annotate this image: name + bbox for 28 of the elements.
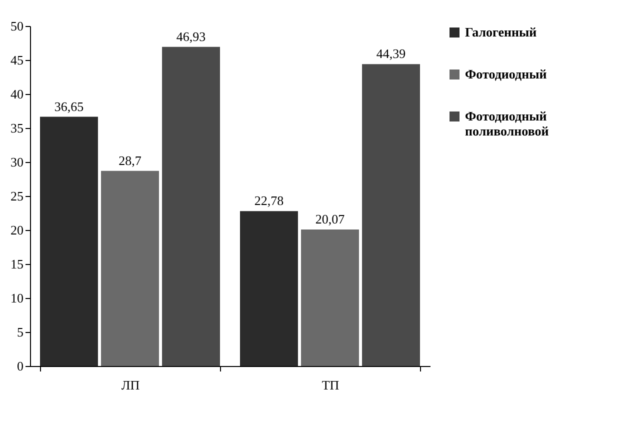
data-label: 46,93 [176, 28, 206, 44]
y-tick-label: 15 [10, 256, 24, 272]
y-tick-label: 30 [10, 154, 24, 170]
data-label: 28,7 [118, 152, 142, 168]
data-label: 22,78 [254, 193, 284, 208]
bar [301, 230, 359, 366]
y-tick-label: 40 [10, 86, 24, 102]
data-label: 44,39 [376, 46, 406, 62]
bar [162, 46, 220, 366]
y-tick-label: 50 [10, 18, 24, 34]
y-tick-label: 5 [17, 324, 24, 340]
bar [101, 170, 159, 366]
x-tick-label: ТП [322, 378, 340, 392]
x-tick-label: ЛП [121, 378, 140, 392]
y-tick-label: 45 [10, 52, 24, 68]
legend-label: Галогенный [465, 24, 538, 40]
bar [240, 211, 298, 366]
bar [40, 116, 98, 366]
y-tick-label: 20 [10, 222, 24, 238]
y-tick-label: 25 [10, 188, 24, 204]
y-tick-label: 35 [10, 120, 24, 136]
y-tick-label: 0 [17, 358, 24, 374]
y-tick-label: 10 [10, 290, 24, 306]
data-label: 20,07 [315, 212, 346, 227]
legend-label: Фотодиодный поливолновой [465, 108, 550, 138]
data-label: 36,65 [54, 98, 84, 114]
legend-label: Фотодиодный [465, 66, 548, 82]
bar [362, 64, 420, 366]
